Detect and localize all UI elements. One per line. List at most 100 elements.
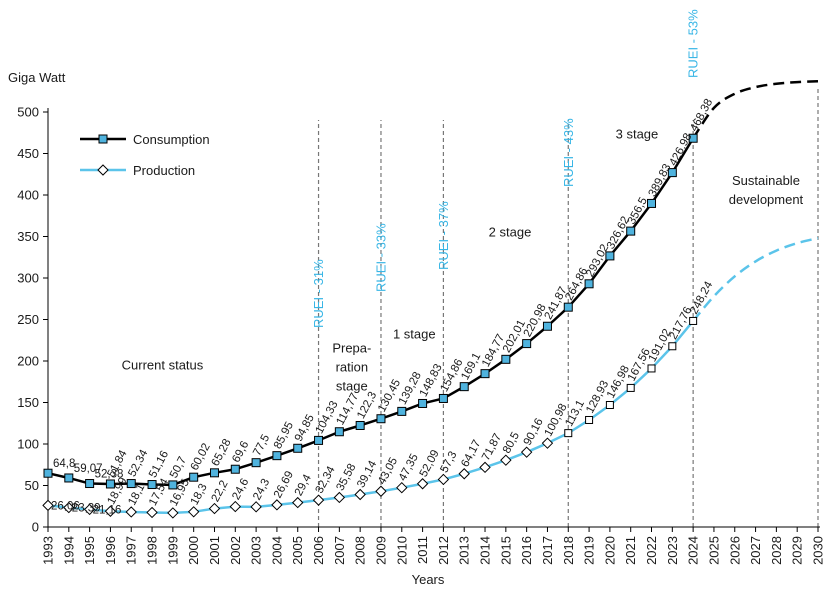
- consumption-data-label: 51,84: [105, 448, 129, 480]
- stage-annotation: 1 stage: [393, 327, 436, 342]
- production-point: [605, 401, 614, 410]
- ruei-label: RUEI - 31%: [311, 259, 326, 328]
- x-tick-label: 2002: [228, 536, 243, 565]
- x-tick-label: 2004: [269, 536, 284, 565]
- production-point: [250, 501, 262, 513]
- production-data-label: 35,58: [334, 462, 358, 493]
- x-tick-label: 2012: [436, 536, 451, 565]
- y-tick-label: 300: [17, 271, 39, 286]
- consumption-point: [438, 393, 448, 403]
- production-data-label: 26,69: [272, 469, 296, 500]
- x-tick-label: 2023: [665, 536, 680, 565]
- production-data-label: 23,39: [72, 503, 101, 515]
- production-point: [396, 481, 408, 494]
- consumption-data-label: 50,7: [168, 455, 189, 480]
- x-tick-label: 1994: [61, 536, 76, 565]
- consumption-point: [584, 279, 594, 289]
- axes: 0 50 100 150 200 250 300 350 400 450 500 1993 1994 19…: [17, 105, 825, 565]
- projection-line-production: [692, 236, 819, 322]
- consumption-data-label: 65,28: [210, 437, 234, 468]
- stage-annotation: Sustainable development: [729, 173, 804, 207]
- consumption-point: [647, 198, 657, 208]
- x-tick-label: 2011: [415, 536, 430, 564]
- production-data-label: 80,5: [501, 430, 522, 455]
- production-point: [458, 468, 470, 480]
- y-tick-label: 400: [17, 188, 39, 203]
- production-point: [146, 506, 158, 519]
- consumption-point: [314, 435, 324, 445]
- x-tick-label: 2003: [249, 536, 264, 565]
- consumption-point: [397, 406, 407, 416]
- grid: RUEI - 31% RUEI - 33% RUEI - 37% RUEI - 43%…: [311, 9, 819, 527]
- stage-annotations: Current status Prepa-ration stage 1 stage 2 …: [122, 127, 804, 394]
- consumption-point: [522, 339, 532, 349]
- consumption-point: [480, 369, 490, 379]
- production-point: [354, 488, 366, 501]
- consumption-data-label: 202,01: [501, 318, 528, 355]
- production-point: [312, 494, 325, 506]
- consumption-point: [418, 398, 428, 408]
- x-tick-label: 1993: [41, 536, 56, 565]
- legend: Consumption Production: [80, 132, 210, 178]
- consumption-point: [355, 420, 365, 430]
- production-point: [500, 454, 512, 466]
- production-point: [208, 502, 221, 515]
- stage-annotation: 2 stage: [489, 225, 532, 240]
- x-tick-label: 2000: [186, 536, 201, 565]
- production-data-label: 248,24: [688, 279, 715, 316]
- consumption-point: [147, 480, 157, 490]
- y-tick-label: 500: [17, 105, 39, 120]
- consumption-point: [542, 321, 552, 331]
- consumption-point: [376, 414, 386, 424]
- x-tick-label: 1997: [124, 536, 139, 565]
- production-data-label: 29,4: [293, 472, 314, 498]
- y-tick-label: 0: [32, 520, 39, 535]
- consumption-point: [272, 451, 282, 461]
- production-point: [626, 383, 635, 392]
- consumption-point: [501, 354, 511, 364]
- x-tick-label: 2015: [498, 536, 513, 565]
- consumption-point: [43, 468, 53, 478]
- x-tick-label: 2008: [353, 536, 368, 565]
- ruei-label: RUEI - 33%: [373, 223, 388, 292]
- production-point: [187, 506, 200, 518]
- consumption-data-label: 52,38: [95, 469, 124, 481]
- production-point: [42, 499, 54, 512]
- y-tick-label: 50: [25, 478, 39, 493]
- x-tick-label: 2020: [602, 536, 617, 565]
- consumption-data-label: 389,83: [647, 162, 674, 199]
- x-tick-label: 2005: [290, 536, 305, 565]
- ruei-label: RUEI - 53%: [686, 9, 701, 78]
- production-point: [229, 500, 242, 513]
- y-tick-label: 200: [17, 354, 39, 369]
- consumption-data-label: 468,38: [688, 97, 715, 134]
- consumption-point: [605, 251, 615, 261]
- production-data-label: 47,35: [397, 452, 421, 483]
- x-tick-label: 2009: [373, 536, 388, 565]
- production-point: [167, 507, 179, 519]
- stage-annotation: 3 stage: [616, 127, 659, 142]
- production-data-label: 43,05: [376, 456, 400, 487]
- consumption-data-label: 426,98: [667, 131, 694, 168]
- production-data-label: 71,87: [480, 432, 504, 463]
- x-tick-label: 1998: [145, 536, 160, 565]
- x-tick-label: 2007: [332, 536, 347, 565]
- production-point: [437, 473, 450, 486]
- production-data-label: 24,6: [230, 477, 251, 502]
- consumption-point: [563, 302, 573, 312]
- production-point: [520, 446, 533, 458]
- consumption-point: [189, 472, 199, 482]
- x-tick-label: 2001: [207, 536, 222, 565]
- x-tick-label: 2013: [457, 536, 472, 565]
- x-tick-label: 2029: [790, 536, 805, 565]
- production-point: [585, 415, 594, 424]
- x-tick-label: 2019: [582, 536, 597, 565]
- x-tick-label: 2021: [623, 536, 638, 565]
- production-data-label: 146,98: [605, 364, 632, 401]
- x-tick-label: 2028: [769, 536, 784, 565]
- production-point: [689, 316, 698, 325]
- ruei-label: RUEI - 37%: [436, 201, 451, 270]
- production-point: [479, 461, 491, 474]
- consumption-data-label: 122,3: [355, 390, 379, 421]
